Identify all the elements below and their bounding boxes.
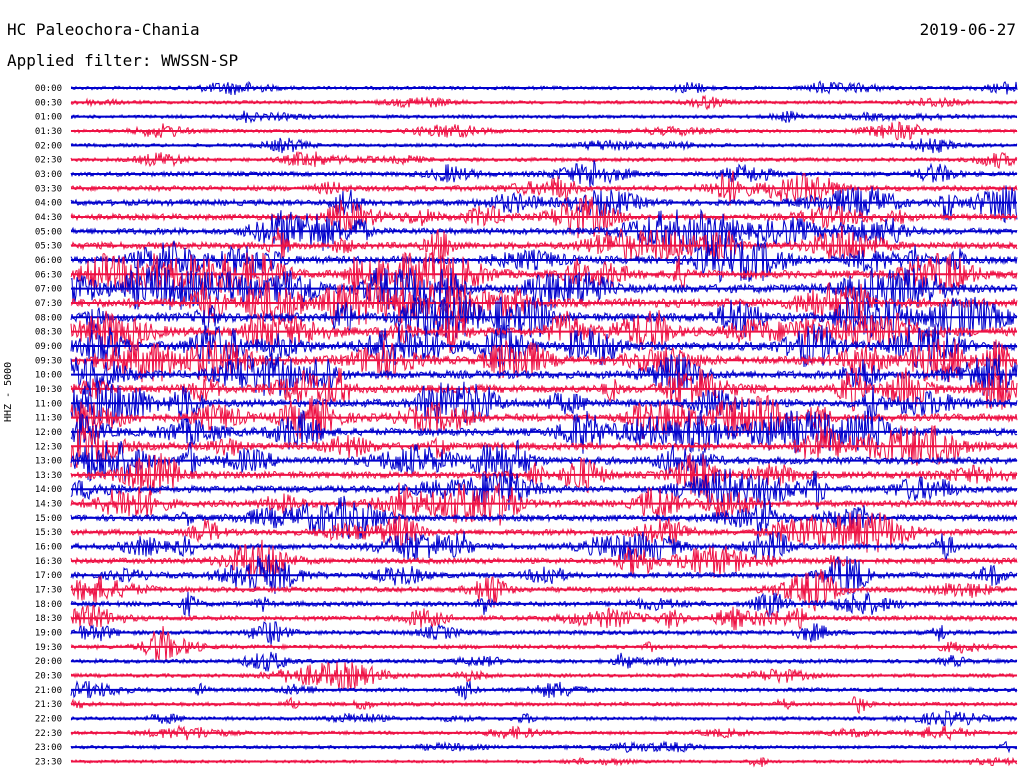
time-tick-label: 14:30 <box>35 500 62 510</box>
time-tick-label: 11:30 <box>35 414 62 424</box>
time-tick-label: 02:30 <box>35 156 62 166</box>
time-tick-label: 03:00 <box>35 170 62 180</box>
seismic-trace <box>70 409 1018 454</box>
time-tick-label: 14:00 <box>35 485 62 495</box>
time-tick-label: 05:00 <box>35 227 62 237</box>
time-tick-label: 22:00 <box>35 715 62 725</box>
time-tick-label: 21:00 <box>35 686 62 696</box>
time-tick-label: 05:30 <box>35 242 62 252</box>
time-tick-label: 04:00 <box>35 199 62 209</box>
time-tick-label: 12:30 <box>35 442 62 452</box>
time-tick-label: 08:00 <box>35 313 62 323</box>
time-tick-label: 20:30 <box>35 672 62 682</box>
filter-label: Applied filter: WWSSN-SP <box>7 51 239 70</box>
time-tick-label: 18:00 <box>35 600 62 610</box>
seismic-trace <box>70 591 1018 619</box>
time-tick-label: 23:30 <box>35 758 62 768</box>
time-tick-label: 06:00 <box>35 256 62 266</box>
time-tick-label: 23:00 <box>35 743 62 753</box>
time-tick-label: 07:30 <box>35 299 62 309</box>
seismic-trace <box>70 338 1018 383</box>
station-title: HC Paleochora-Chania <box>7 20 200 39</box>
time-tick-label: 22:30 <box>35 729 62 739</box>
time-tick-label: 04:30 <box>35 213 62 223</box>
time-tick-label: 16:30 <box>35 557 62 567</box>
seismic-trace <box>70 310 1018 353</box>
time-tick-label: 09:30 <box>35 356 62 366</box>
seismic-trace <box>70 237 1018 284</box>
time-tick-label: 06:30 <box>35 270 62 280</box>
time-tick-label: 00:30 <box>35 98 62 108</box>
time-tick-label: 11:00 <box>35 399 62 409</box>
time-tick-label: 19:30 <box>35 643 62 653</box>
time-tick-label: 13:00 <box>35 457 62 467</box>
time-tick-label: 21:30 <box>35 700 62 710</box>
seismic-trace <box>70 80 1018 95</box>
record-date: 2019-06-27 <box>919 20 1016 39</box>
time-tick-label: 03:30 <box>35 184 62 194</box>
time-tick-label: 10:30 <box>35 385 62 395</box>
time-tick-label: 01:30 <box>35 127 62 137</box>
time-tick-label: 20:00 <box>35 657 62 667</box>
time-tick-label: 15:00 <box>35 514 62 524</box>
seismic-trace <box>70 267 1018 312</box>
seismic-trace <box>70 381 1018 426</box>
time-tick-label: 12:00 <box>35 428 62 438</box>
time-tick-label: 18:30 <box>35 614 62 624</box>
time-tick-label: 10:00 <box>35 371 62 381</box>
time-tick-label: 16:00 <box>35 543 62 553</box>
time-tick-label: 09:00 <box>35 342 62 352</box>
time-tick-label: 17:30 <box>35 586 62 596</box>
seismic-trace <box>70 439 1018 483</box>
time-tick-label: 01:00 <box>35 113 62 123</box>
time-tick-label: 17:00 <box>35 571 62 581</box>
time-tick-label: 08:30 <box>35 328 62 338</box>
time-tick-label: 13:30 <box>35 471 62 481</box>
time-tick-label: 07:00 <box>35 285 62 295</box>
time-label-group: 00:00 00:30 01:00 01:30 02:00 02:30 03:00 03:30… <box>35 84 62 768</box>
time-tick-label: 19:00 <box>35 629 62 639</box>
time-tick-label: 02:00 <box>35 141 62 151</box>
trace-group <box>70 80 1018 768</box>
time-tick-label: 00:00 <box>35 84 62 94</box>
time-tick-label: 15:30 <box>35 528 62 538</box>
